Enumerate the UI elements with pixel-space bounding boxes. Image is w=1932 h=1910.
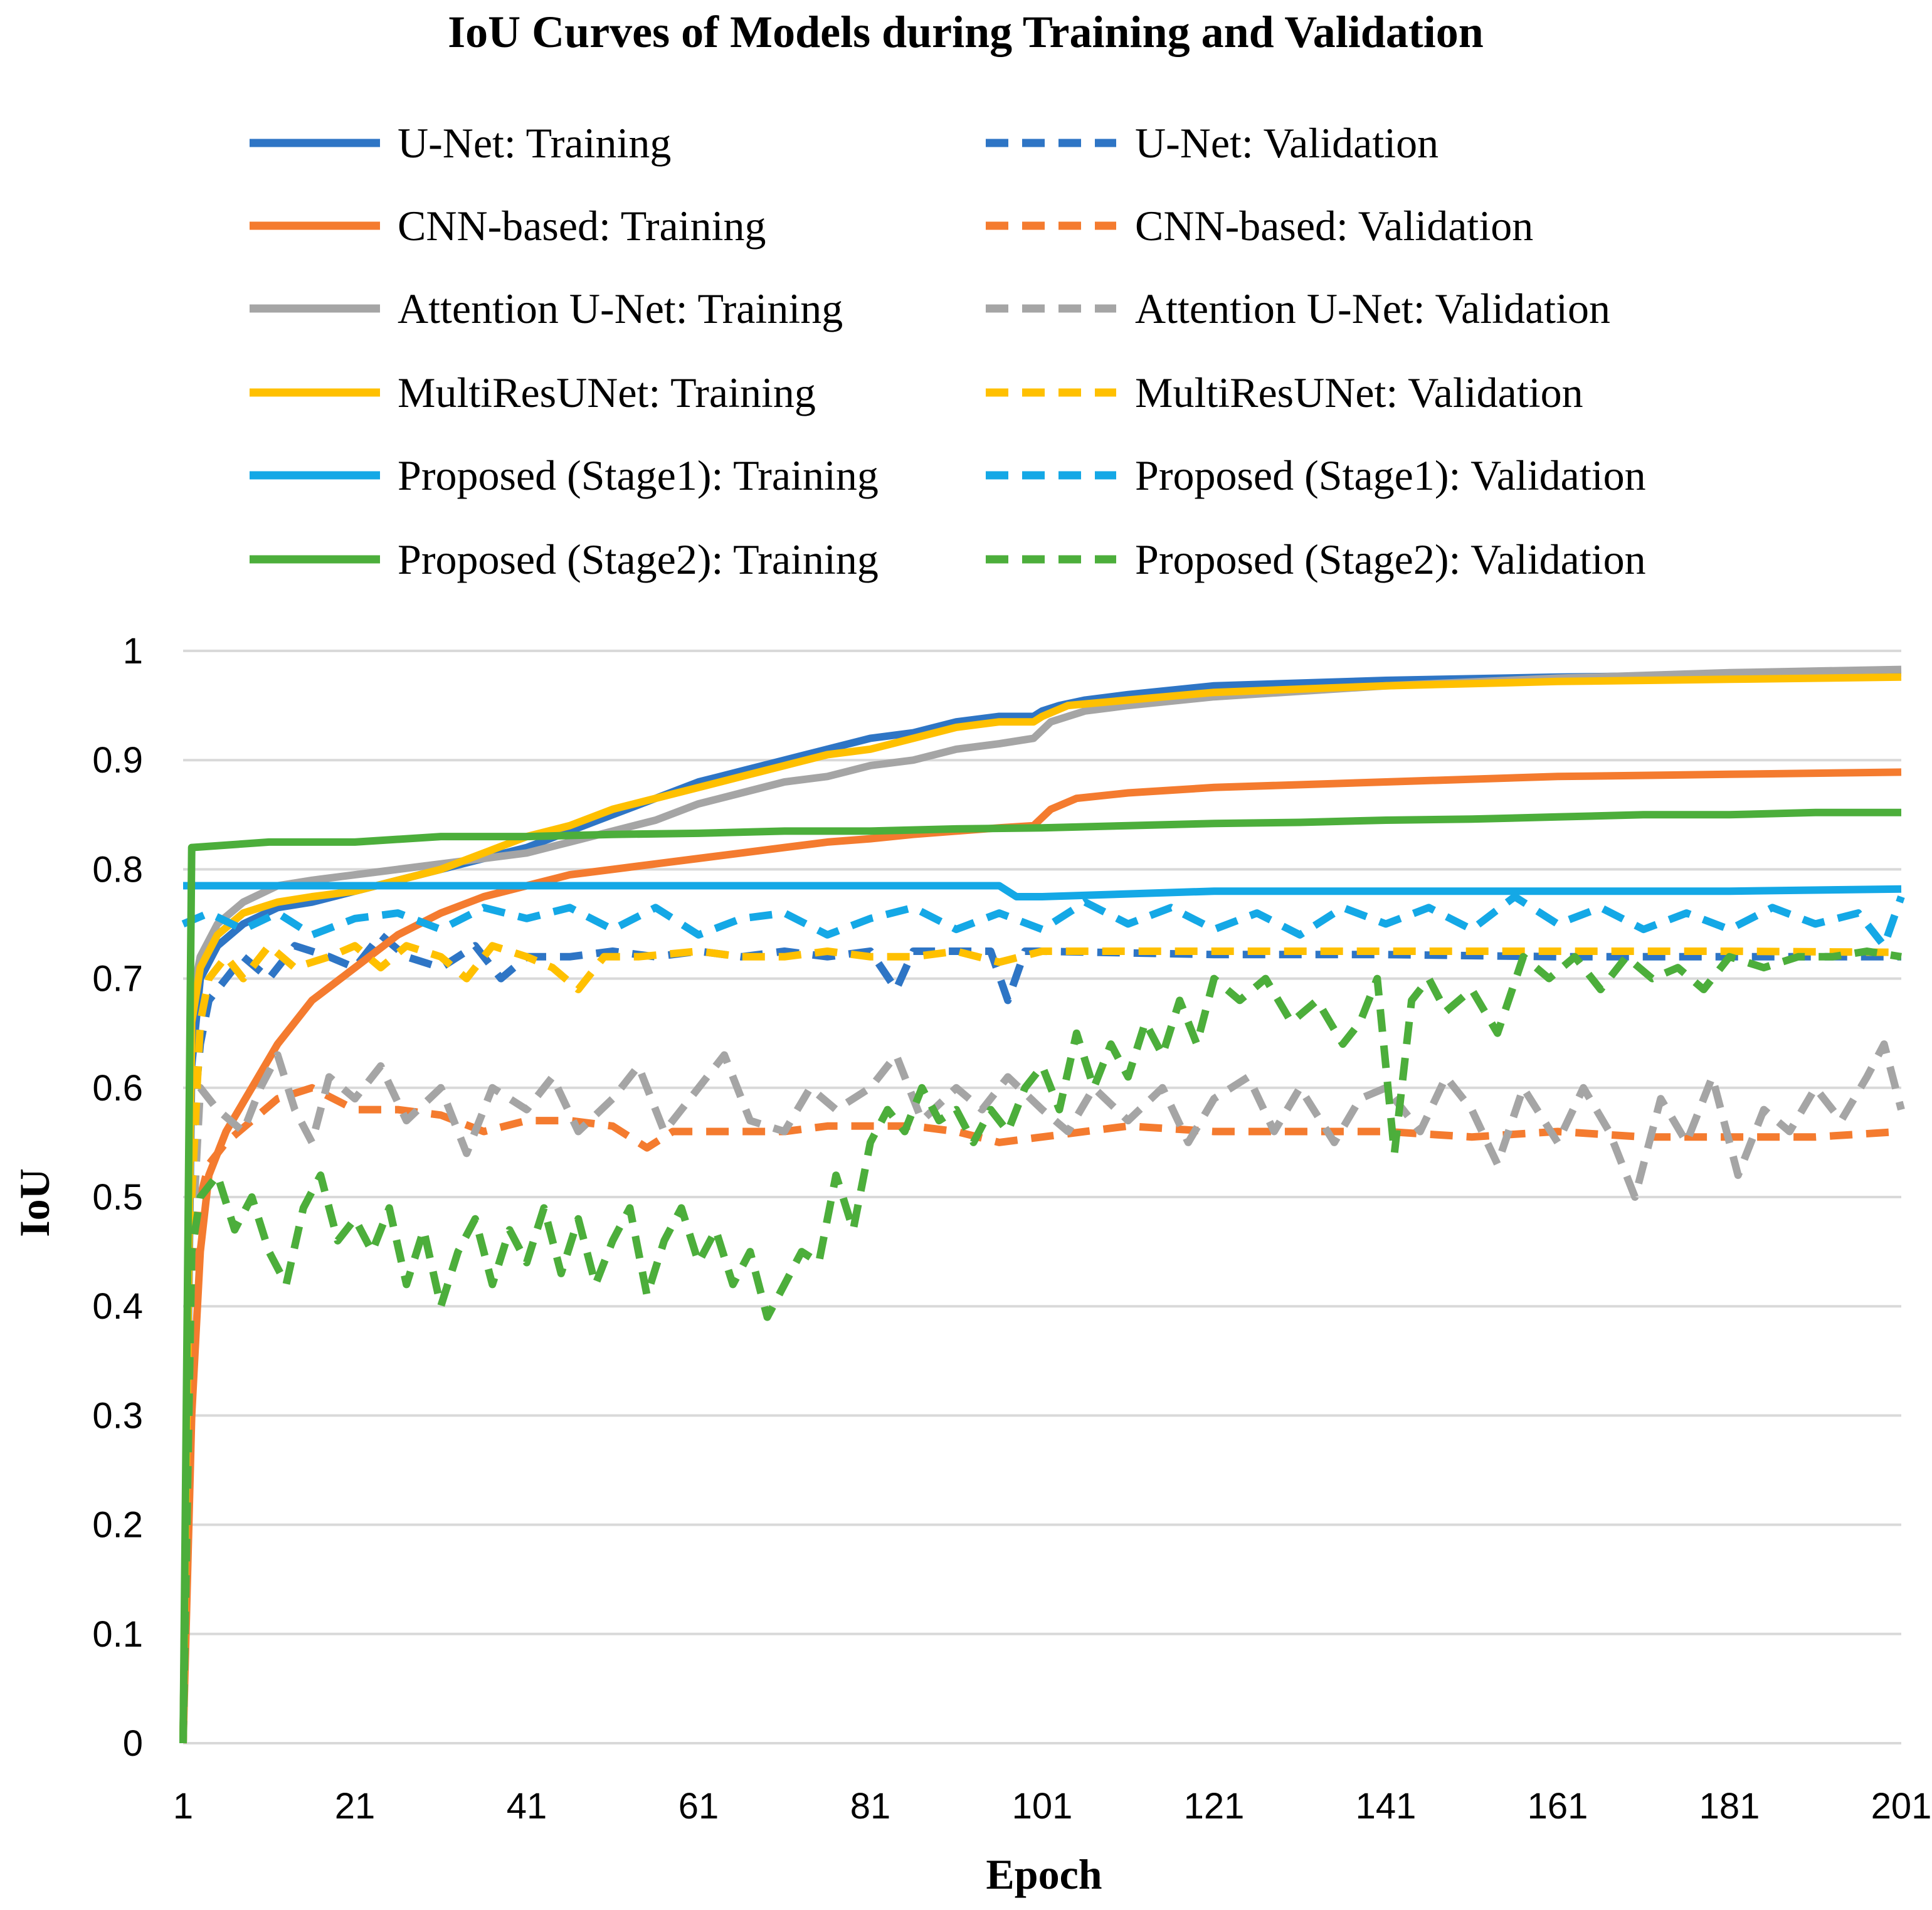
- y-tick-label: 0.4: [92, 1286, 143, 1327]
- x-tick-label: 81: [850, 1786, 891, 1827]
- series-line-9: [181, 893, 1905, 950]
- legend-label-2: CNN-based: Training: [398, 202, 766, 250]
- y-tick-label: 0.6: [92, 1068, 143, 1109]
- legend-label-3: CNN-based: Validation: [1135, 202, 1533, 250]
- x-tick-label: 21: [335, 1786, 376, 1827]
- x-tick-label: 161: [1528, 1786, 1588, 1827]
- gridlines: [183, 650, 1901, 1744]
- series-line-2: [179, 768, 1902, 1744]
- y-tick-label: 0: [123, 1723, 143, 1764]
- series-line-6: [179, 673, 1902, 1744]
- legend-label-10: Proposed (Stage2): Training: [398, 536, 879, 583]
- x-tick-label: 101: [1012, 1786, 1073, 1827]
- series-line-7: [179, 942, 1902, 1744]
- legend-label-11: Proposed (Stage2): Validation: [1135, 536, 1646, 583]
- series-line-0: [179, 668, 1902, 1744]
- x-axis-title: Epoch: [986, 1850, 1102, 1898]
- legend-label-5: Attention U-Net: Validation: [1135, 285, 1610, 332]
- x-tick-label: 201: [1871, 1786, 1932, 1827]
- x-tick-label: 121: [1184, 1786, 1245, 1827]
- series-lines: [179, 665, 1905, 1744]
- legend: U-Net: Training U-Net: Validation CNN-base…: [250, 119, 1646, 583]
- y-tick-label: 0.8: [92, 849, 143, 890]
- legend-label-6: MultiResUNet: Training: [398, 369, 816, 416]
- y-tick-label: 0.9: [92, 740, 143, 781]
- series-line-11: [179, 947, 1902, 1744]
- x-tick-label: 181: [1699, 1786, 1760, 1827]
- y-tick-label: 0.3: [92, 1395, 143, 1436]
- series-line-5: [179, 1040, 1905, 1744]
- legend-label-9: Proposed (Stage1): Validation: [1135, 451, 1646, 499]
- chart-title: IoU Curves of Models during Training and…: [448, 7, 1484, 57]
- x-tick-label: 41: [507, 1786, 547, 1827]
- series-line-10: [179, 808, 1901, 1744]
- x-tick-label: 61: [678, 1786, 719, 1827]
- legend-label-1: U-Net: Validation: [1135, 119, 1438, 167]
- y-tick-label: 0.5: [92, 1177, 143, 1218]
- x-tick-label: 141: [1356, 1786, 1417, 1827]
- y-tick-label: 0.2: [92, 1505, 143, 1546]
- x-axis-ticks: 1 21 41 61 81 101 121 141 161 181 201: [173, 1786, 1932, 1827]
- legend-label-8: Proposed (Stage1): Training: [398, 451, 879, 499]
- legend-label-0: U-Net: Training: [398, 119, 671, 167]
- series-line-1: [179, 931, 1901, 1744]
- y-tick-label: 1: [123, 631, 143, 672]
- legend-label-7: MultiResUNet: Validation: [1135, 369, 1583, 416]
- y-axis-title: IoU: [11, 1168, 58, 1237]
- x-tick-label: 1: [173, 1786, 193, 1827]
- y-tick-label: 0.7: [92, 959, 143, 1000]
- y-axis-ticks: 0 0.1 0.2 0.3 0.4 0.5 0.6 0.7 0.8 0.9 1: [92, 631, 143, 1764]
- y-tick-label: 0.1: [92, 1614, 143, 1655]
- legend-label-4: Attention U-Net: Training: [398, 285, 843, 332]
- series-line-8: [183, 882, 1902, 900]
